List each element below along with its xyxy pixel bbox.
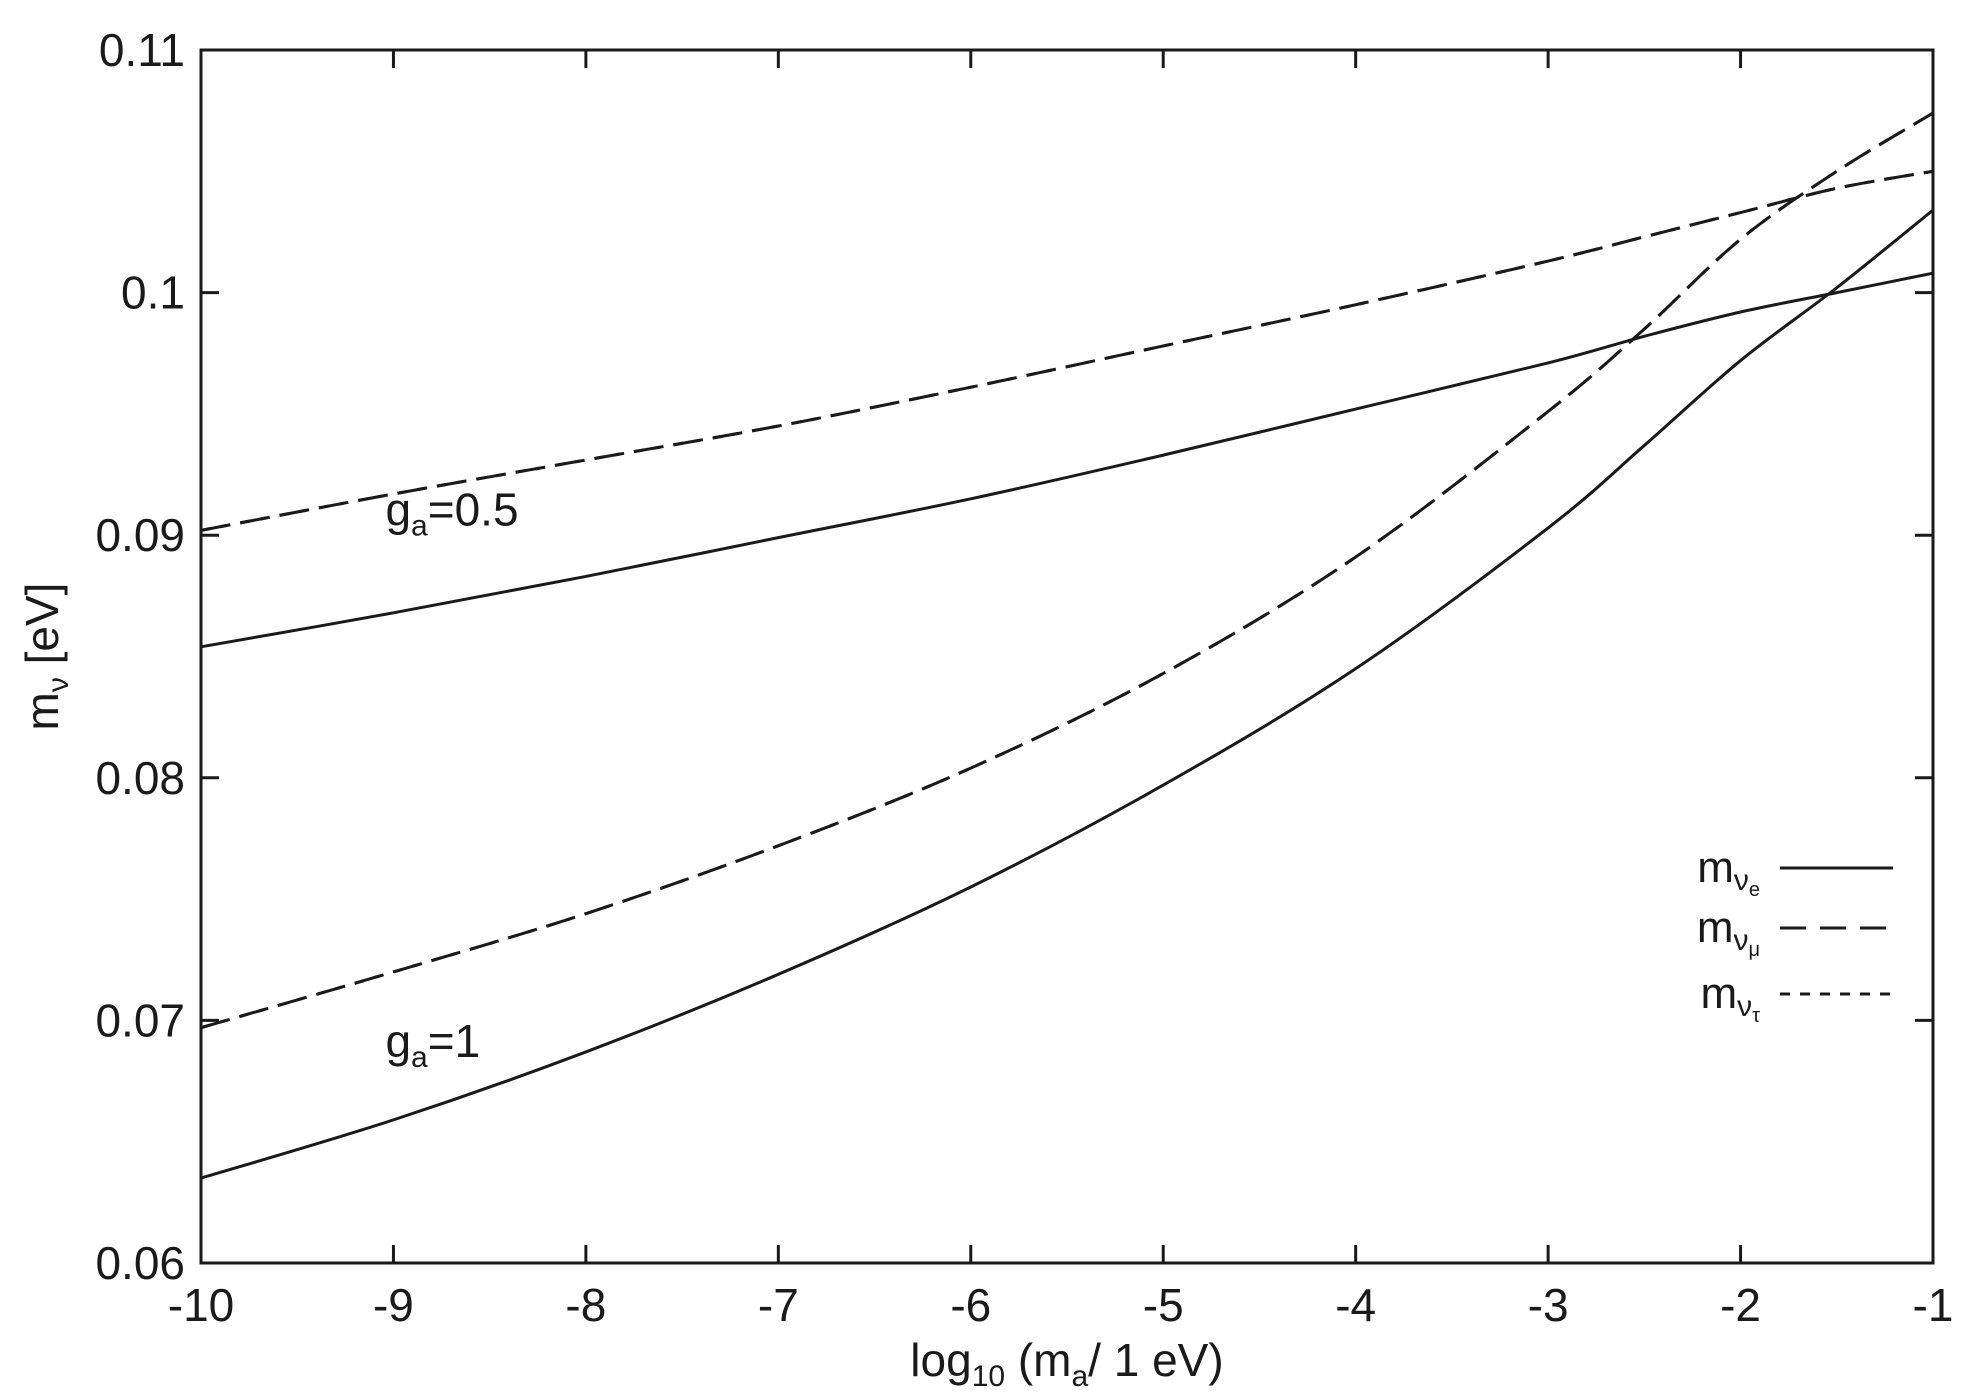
labels-layer: -10 -9 -8 -7 -6 -5 -4 -3 -2 -1 0.06 0.07 0.08 0.09 0.1… bbox=[16, 24, 1953, 1393]
y-tick-label: 0.11 bbox=[99, 24, 185, 76]
x-axis-title-rest: (m bbox=[1005, 1334, 1071, 1386]
y-axis-title: mν [eV] bbox=[16, 583, 75, 731]
annotation-label: ga=1 bbox=[385, 1015, 480, 1074]
x-tick-label: -9 bbox=[373, 1279, 414, 1331]
annotation-main: g bbox=[385, 483, 411, 535]
legend-label-main: m bbox=[1697, 843, 1734, 892]
legend-label-main: m bbox=[1697, 903, 1734, 952]
annotation-sub: a bbox=[411, 1041, 428, 1074]
series-line-1-tau bbox=[200, 111, 1934, 1030]
legend-label-subsub: μ bbox=[1748, 939, 1760, 961]
annotation-tail: =0.5 bbox=[428, 483, 519, 535]
ticks-layer bbox=[199, 48, 1935, 1265]
x-tick-label: -10 bbox=[168, 1279, 234, 1331]
y-axis-title-main: m bbox=[16, 692, 68, 730]
y-tick-label: 0.09 bbox=[95, 509, 185, 561]
legend-label-subsub: e bbox=[1749, 879, 1760, 901]
x-axis-title-sub2: a bbox=[1071, 1360, 1088, 1393]
legend-label: mνe bbox=[1697, 843, 1760, 901]
legend-label-sub: ν bbox=[1734, 864, 1749, 897]
x-axis-title-sub: 10 bbox=[972, 1360, 1005, 1393]
y-tick-label: 0.08 bbox=[95, 752, 185, 804]
legend-label: mνμ bbox=[1697, 903, 1760, 961]
x-tick-label: -8 bbox=[565, 1279, 606, 1331]
y-tick-label: 0.06 bbox=[95, 1237, 185, 1289]
legend-label-subsub: τ bbox=[1752, 1005, 1760, 1027]
y-axis-title-sub: ν bbox=[42, 677, 75, 692]
legend-label-sub: ν bbox=[1733, 924, 1748, 957]
x-tick-label: -3 bbox=[1528, 1279, 1569, 1331]
x-tick-label: -7 bbox=[758, 1279, 799, 1331]
x-axis-title: log10 (ma/ 1 eV) bbox=[910, 1334, 1223, 1393]
x-tick-label: -6 bbox=[950, 1279, 991, 1331]
y-axis-title-tail: [eV] bbox=[16, 583, 68, 678]
series-line-0-tau bbox=[200, 169, 1934, 532]
y-tick-label: 0.1 bbox=[121, 267, 185, 319]
x-axis-title-main: log bbox=[910, 1334, 971, 1386]
x-tick-label: -5 bbox=[1143, 1279, 1184, 1331]
legend-label-sub: ν bbox=[1737, 990, 1752, 1023]
plot-frame bbox=[199, 48, 1935, 1265]
series-line-1-e bbox=[200, 208, 1934, 1180]
series-line-1-mu bbox=[200, 111, 1934, 1030]
x-axis-title-tail: / 1 eV) bbox=[1088, 1334, 1224, 1386]
x-tick-label: -2 bbox=[1720, 1279, 1761, 1331]
series-line-0-e bbox=[200, 271, 1934, 649]
x-tick-label: -4 bbox=[1335, 1279, 1376, 1331]
annotation-sub: a bbox=[411, 509, 428, 542]
annotation-tail: =1 bbox=[428, 1015, 480, 1067]
y-tick-label: 0.07 bbox=[95, 994, 185, 1046]
annotation-label: ga=0.5 bbox=[385, 483, 518, 542]
legend-label: mντ bbox=[1700, 969, 1760, 1027]
legend-label-main: m bbox=[1700, 969, 1737, 1018]
series-layer bbox=[200, 111, 1934, 1180]
annotation-main: g bbox=[385, 1015, 411, 1067]
x-tick-label: -1 bbox=[1913, 1279, 1954, 1331]
annotations: ga=0.5ga=1 bbox=[385, 483, 518, 1073]
